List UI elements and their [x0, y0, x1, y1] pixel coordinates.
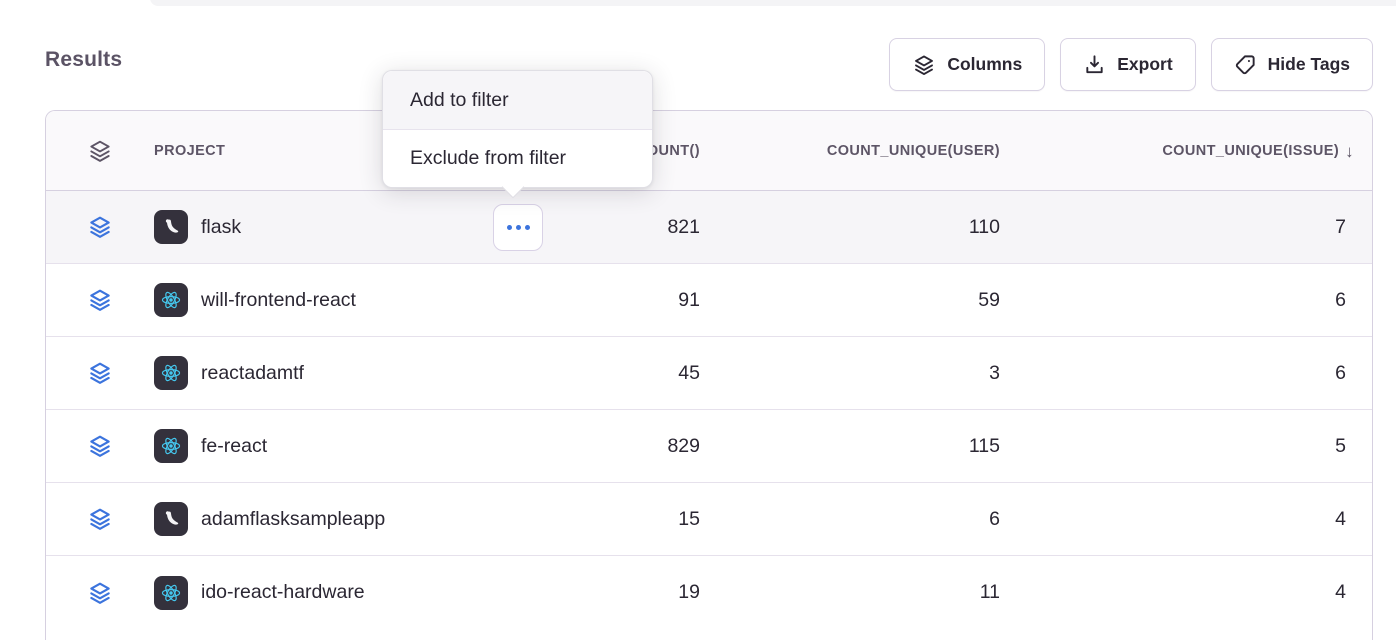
- count-unique-user-cell[interactable]: 59: [978, 288, 1000, 311]
- count-cell[interactable]: 19: [678, 581, 700, 603]
- table-row[interactable]: will-frontend-react 91 59 6: [46, 264, 1372, 337]
- count-unique-issue-cell[interactable]: 4: [1335, 507, 1346, 530]
- table-body: flask 821 110 7: [46, 191, 1372, 629]
- columns-button[interactable]: Columns: [889, 38, 1046, 91]
- menu-item-exclude-from-filter[interactable]: Exclude from filter: [383, 129, 652, 187]
- toolbar: Columns Export Hide Tags: [889, 38, 1373, 91]
- platform-icon-react: [154, 356, 188, 390]
- column-header-project[interactable]: PROJECT: [154, 142, 226, 159]
- project-name: reactadamtf: [201, 361, 304, 384]
- count-unique-user-cell[interactable]: 11: [979, 581, 1000, 603]
- tag-icon: [1234, 53, 1257, 76]
- project-stack-icon: [87, 506, 113, 532]
- page-title: Results: [45, 48, 123, 71]
- export-button-label: Export: [1117, 54, 1173, 74]
- count-unique-issue-cell[interactable]: 7: [1335, 215, 1346, 238]
- count-unique-user-cell[interactable]: 115: [968, 434, 1000, 457]
- project-name: will-frontend-react: [201, 288, 356, 311]
- platform-icon-flask: [154, 210, 188, 244]
- count-unique-issue-cell[interactable]: 6: [1335, 361, 1346, 384]
- platform-icon-react: [154, 429, 188, 463]
- results-table: PROJECT COUNT() COUNT_UNIQUE(USER) COUNT…: [45, 110, 1373, 640]
- sort-desc-icon: ↓: [1345, 141, 1354, 161]
- count-unique-issue-cell[interactable]: 4: [1335, 581, 1346, 603]
- project-name: ido-react-hardware: [201, 581, 365, 603]
- stack-icon: [87, 138, 113, 164]
- count-unique-user-cell[interactable]: 110: [968, 215, 1000, 238]
- menu-item-add-to-filter[interactable]: Add to filter: [383, 71, 652, 129]
- table-row[interactable]: reactadamtf 45 3 6: [46, 337, 1372, 410]
- table-row[interactable]: adamflasksampleapp 15 6 4: [46, 483, 1372, 556]
- platform-icon-react: [154, 575, 188, 610]
- platform-icon-react: [154, 283, 188, 317]
- count-unique-user-cell[interactable]: 6: [989, 507, 1000, 530]
- platform-icon-flask: [154, 502, 188, 536]
- table-row[interactable]: flask 821 110 7: [46, 191, 1372, 264]
- count-unique-issue-cell[interactable]: 5: [1335, 434, 1346, 457]
- count-unique-issue-cell[interactable]: 6: [1335, 288, 1346, 311]
- row-context-menu-button[interactable]: [493, 204, 543, 251]
- count-unique-user-cell[interactable]: 3: [989, 361, 1000, 384]
- project-stack-icon: [87, 580, 113, 606]
- table-row[interactable]: ido-react-hardware 19 11 4: [46, 556, 1372, 629]
- hide-tags-button-label: Hide Tags: [1267, 54, 1350, 74]
- column-header-count-unique-user[interactable]: COUNT_UNIQUE(USER): [826, 142, 1000, 159]
- clipped-top-element: [150, 0, 1396, 6]
- clipped-next-row: [46, 629, 1372, 640]
- cell-actions-popover: Add to filter Exclude from filter: [382, 70, 653, 199]
- layers-icon: [912, 53, 936, 77]
- columns-button-label: Columns: [947, 54, 1023, 74]
- count-cell[interactable]: 45: [678, 361, 700, 384]
- export-button[interactable]: Export: [1060, 38, 1196, 91]
- project-stack-icon: [87, 214, 113, 240]
- count-cell[interactable]: 91: [678, 288, 700, 311]
- download-icon: [1083, 53, 1106, 76]
- count-cell[interactable]: 829: [667, 434, 700, 457]
- project-name: flask: [201, 215, 242, 238]
- project-name: fe-react: [201, 434, 268, 457]
- project-stack-icon: [87, 287, 113, 313]
- project-stack-icon: [87, 433, 113, 459]
- project-stack-icon: [87, 360, 113, 386]
- table-row[interactable]: fe-react 829 115 5: [46, 410, 1372, 483]
- column-header-count-unique-issue[interactable]: COUNT_UNIQUE(ISSUE) ↓: [1162, 141, 1354, 161]
- count-cell[interactable]: 15: [678, 507, 700, 530]
- ellipsis-icon: [506, 225, 512, 230]
- count-cell[interactable]: 821: [667, 215, 700, 238]
- table-header-row: PROJECT COUNT() COUNT_UNIQUE(USER) COUNT…: [46, 111, 1372, 191]
- project-name: adamflasksampleapp: [201, 507, 386, 530]
- hide-tags-button[interactable]: Hide Tags: [1210, 38, 1373, 91]
